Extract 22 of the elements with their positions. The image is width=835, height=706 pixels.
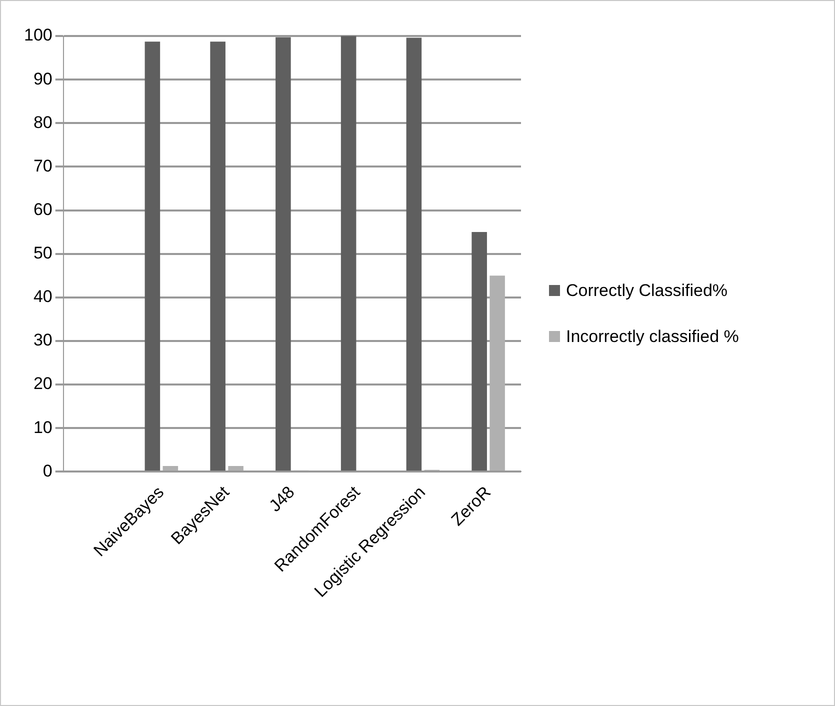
y-tick-label: 0: [42, 461, 52, 480]
y-tick-label: 30: [33, 330, 52, 350]
bar: [144, 42, 160, 471]
y-tick-label: 100: [24, 26, 52, 45]
y-tick-label: 10: [33, 418, 52, 437]
bar: [340, 36, 356, 471]
bar: [210, 42, 226, 471]
y-tick-label: 50: [33, 244, 52, 263]
bar: [162, 466, 178, 471]
bar: [490, 276, 505, 471]
y-tick-label: 60: [33, 200, 52, 219]
bar: [276, 37, 291, 471]
y-tick-label: 80: [33, 112, 52, 132]
y-tick-label: 40: [33, 287, 52, 306]
legend-label: Correctly Classified%: [566, 281, 728, 301]
y-tick-label: 90: [33, 69, 52, 88]
bar: [472, 232, 487, 471]
legend-label: Incorrectly classified %: [566, 327, 739, 347]
bar: [406, 38, 422, 471]
y-tick-label: 20: [33, 374, 52, 394]
bar: [228, 466, 244, 471]
y-tick-label: 70: [33, 156, 52, 176]
